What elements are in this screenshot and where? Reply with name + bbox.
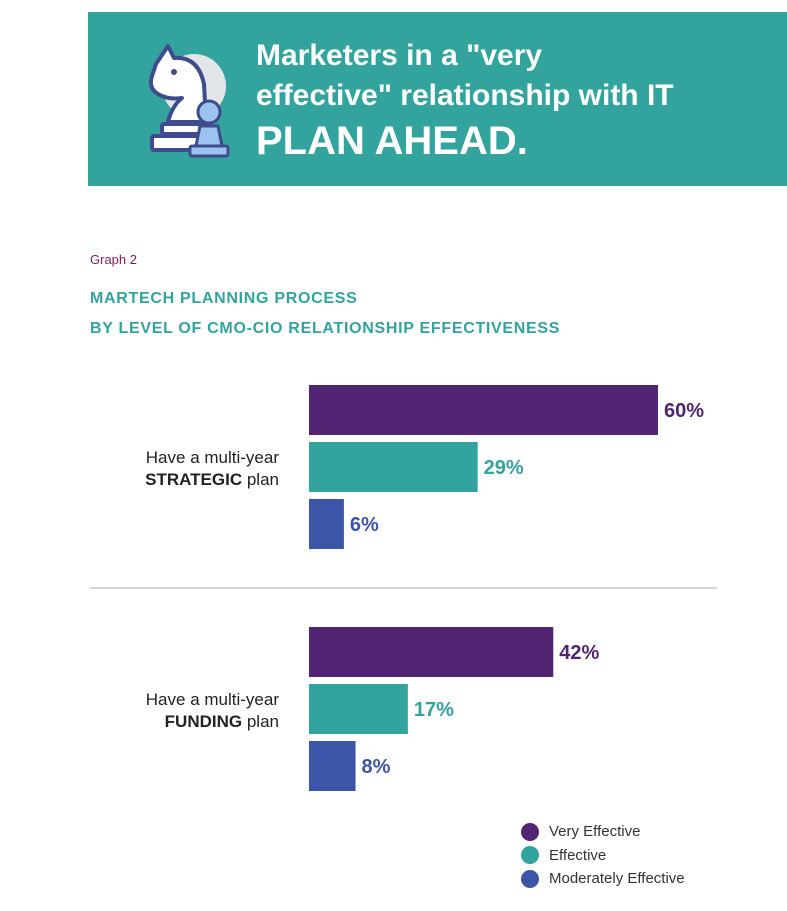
category-label-strategic-line-1: Have a multi-year: [146, 448, 280, 467]
legend-label-moderately-effective: Moderately Effective: [549, 870, 685, 888]
bar-strategic-effective: [309, 442, 478, 492]
bar-strategic-moderately-effective: [309, 499, 344, 549]
chart-legend: Very Effective Effective Moderately Effe…: [521, 820, 685, 891]
data-label-strategic-very-effective: 60%: [664, 400, 704, 422]
bar-funding-effective: [309, 684, 408, 734]
chart-title-line-1: MARTECH PLANNING PROCESS: [90, 290, 358, 307]
legend-swatch-moderately-effective: [521, 869, 539, 888]
bar-chart: 60% 29% 6% Have a multi-year STRATEGIC plan 4…: [90, 385, 717, 791]
legend-swatch-very-effective: [521, 822, 539, 841]
banner-title-emphasis: PLAN AHEAD.: [256, 119, 528, 163]
data-label-strategic-moderately-effective: 6%: [350, 514, 379, 536]
data-label-funding-very-effective: 42%: [559, 642, 599, 664]
chart-title: MARTECH PLANNING PROCESS BY LEVEL OF CMO…: [90, 284, 560, 344]
legend-swatch-effective: [521, 846, 539, 865]
legend-label-effective: Effective: [549, 846, 607, 864]
legend-label-very-effective: Very Effective: [549, 823, 641, 841]
data-label-funding-moderately-effective: 8%: [362, 756, 391, 778]
chart-title-line-2: BY LEVEL OF CMO-CIO RELATIONSHIP EFFECTI…: [90, 320, 561, 337]
category-label-funding-line-1: Have a multi-year: [146, 690, 280, 709]
graph-label: Graph 2: [90, 252, 137, 267]
legend-item-very-effective: Very Effective: [521, 820, 685, 844]
title-banner: Marketers in a "very effective" relation…: [88, 12, 787, 186]
chess-knight-pawn-icon: [148, 44, 230, 158]
data-label-funding-effective: 17%: [414, 699, 454, 721]
category-label-strategic-line-2: STRATEGIC plan: [145, 470, 279, 489]
banner-title-line-1: Marketers in a "very: [256, 39, 543, 72]
banner-title: Marketers in a "very effective" relation…: [256, 36, 776, 164]
category-label-funding-line-2: FUNDING plan: [165, 712, 279, 731]
data-label-strategic-effective: 29%: [484, 457, 524, 479]
bar-funding-very-effective: [309, 627, 554, 677]
banner-title-line-2: effective" relationship with IT: [256, 79, 674, 112]
legend-item-effective: Effective: [521, 844, 685, 868]
legend-item-moderately-effective: Moderately Effective: [521, 867, 685, 891]
bar-strategic-very-effective: [309, 385, 658, 435]
bar-funding-moderately-effective: [309, 741, 356, 791]
